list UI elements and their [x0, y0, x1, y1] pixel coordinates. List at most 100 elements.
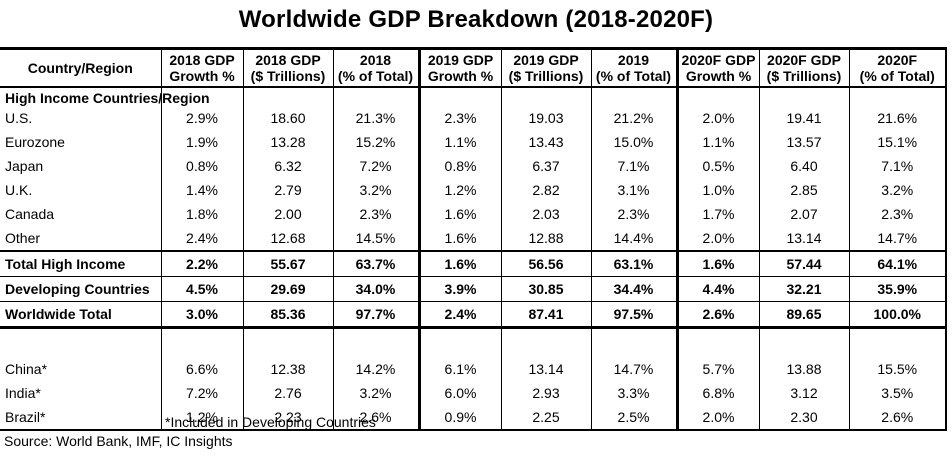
table-cell: 13.43	[500, 130, 591, 154]
table-cell: 64.1%	[848, 250, 947, 277]
table-cell: 30.85	[500, 276, 591, 302]
table-cell: 13.57	[758, 130, 849, 154]
row-label: Brazil*	[0, 405, 161, 431]
table-cell: 19.03	[500, 106, 591, 130]
table-cell: 2.6%	[848, 405, 947, 431]
header-line: (% of Total)	[859, 68, 935, 84]
table-cell: 2.0%	[675, 226, 759, 251]
row-label: Canada	[5, 206, 55, 222]
table-row: U.K. 1.4% 2.79 3.2% 1.2% 2.82 3.1% 1.0% 2.85 3.2%	[0, 178, 947, 202]
column-header: 2020F (% of Total)	[848, 47, 947, 88]
table-cell: 87.41	[500, 301, 591, 329]
header-line: 2019	[617, 52, 650, 68]
table-cell: 2.3%	[332, 202, 419, 226]
table-cell: 21.6%	[848, 106, 947, 130]
header-line: 2020F	[877, 52, 918, 68]
table-cell: 32.21	[758, 276, 849, 302]
header-line: 2018 GDP	[169, 52, 235, 68]
empty-cell	[590, 326, 677, 357]
table-cell: 21.3%	[332, 106, 419, 130]
empty-cell	[242, 326, 333, 357]
table-cell: 2.3%	[848, 202, 947, 226]
column-header: 2019 (% of Total)	[590, 47, 677, 88]
table-cell: 2.4%	[417, 301, 501, 329]
table-cell: 3.1%	[590, 178, 677, 202]
source-note: Source: World Bank, IMF, IC Insights	[4, 433, 233, 449]
table-title: Worldwide GDP Breakdown (2018-2020F)	[238, 6, 714, 33]
table-row: China* 6.6% 12.38 14.2% 6.1% 13.14 14.7% 5.7% 13…	[0, 357, 947, 381]
table-cell: 15.0%	[590, 130, 677, 154]
table-cell: 1.1%	[675, 130, 759, 154]
table-cell: 13.14	[758, 226, 849, 251]
table-cell: 63.7%	[332, 250, 419, 277]
header-line: ($ Trillions)	[508, 68, 584, 84]
column-header: 2020F GDP Growth %	[675, 47, 759, 88]
row-label: U.S.	[5, 110, 33, 126]
row-label: India*	[5, 385, 41, 401]
table-row: Other 2.4% 12.68 14.5% 1.6% 12.88 14.4% 2.0% 13.…	[0, 226, 947, 251]
table-cell: 2.0%	[675, 106, 759, 130]
empty-cell	[500, 326, 591, 357]
column-header: 2018 (% of Total)	[332, 47, 419, 88]
table-cell: 6.32	[242, 154, 333, 178]
table-cell: 3.0%	[160, 301, 243, 329]
table-cell: 14.5%	[332, 226, 419, 251]
table-cell: 0.8%	[417, 154, 501, 178]
table-cell: 15.1%	[848, 130, 947, 154]
table-row: Brazil* 1.2% 2.23 2.6% 0.9% 2.25 2.5% 2.0% 2.30 2…	[0, 405, 947, 431]
table-cell: 2.07	[758, 202, 849, 226]
column-header: 2019 GDP Growth %	[417, 47, 501, 88]
table-cell: 2.9%	[160, 106, 243, 130]
table-cell: 1.2%	[417, 178, 501, 202]
total-high-income-row: Total High Income 2.2% 55.67 63.7% 1.6% 56.56…	[0, 250, 947, 277]
table-cell: 21.2%	[590, 106, 677, 130]
table-row: U.S. 2.9% 18.60 21.3% 2.3% 19.03 21.2% 2.0% 19.4…	[0, 106, 947, 130]
table-cell: 2.03	[500, 202, 591, 226]
header-line: ($ Trillions)	[250, 68, 326, 84]
worldwide-total-row: Worldwide Total 3.0% 85.36 97.7% 2.4% 87.41 97…	[0, 301, 947, 329]
column-header: 2018 GDP ($ Trillions)	[242, 47, 333, 88]
empty-cell	[758, 87, 849, 106]
header-row: Country/Region 2018 GDP Growth % 2018 GDP ($…	[0, 47, 947, 88]
table-cell: 12.68	[242, 226, 333, 251]
table-cell: 2.4%	[160, 226, 243, 251]
table-cell: 1.2%	[160, 405, 243, 431]
empty-cell	[500, 87, 591, 106]
empty-cell	[417, 326, 501, 357]
table-cell: 3.2%	[332, 178, 419, 202]
table-cell: 2.00	[242, 202, 333, 226]
table-cell: 12.38	[242, 357, 333, 381]
header-line: Country/Region	[27, 60, 133, 76]
table-cell: 2.2%	[160, 250, 243, 277]
header-line: 2020F GDP	[681, 52, 756, 68]
table-cell: 1.7%	[675, 202, 759, 226]
table-cell: 7.1%	[590, 154, 677, 178]
column-header: Country/Region	[0, 47, 161, 88]
table-cell: 56.56	[500, 250, 591, 277]
empty-cell	[590, 87, 677, 106]
spacer-row	[0, 326, 947, 357]
header-line: 2019 GDP	[427, 52, 494, 68]
table-cell: 3.2%	[848, 178, 947, 202]
table-cell: 15.5%	[848, 357, 947, 381]
table-cell: 2.25	[500, 405, 591, 431]
developing-row: Developing Countries 4.5% 29.69 34.0% 3.9% 30…	[0, 276, 947, 302]
header-line: 2020F GDP	[767, 52, 841, 68]
table-cell: 5.7%	[675, 357, 759, 381]
empty-cell	[332, 87, 419, 106]
row-label: China*	[5, 361, 48, 377]
empty-cell	[0, 326, 161, 357]
empty-cell	[675, 87, 759, 106]
header-line: (% of Total)	[337, 68, 414, 84]
table-row: Eurozone 1.9% 13.28 15.2% 1.1% 13.43 15.0% 1.1%…	[0, 130, 947, 154]
table-cell: 6.1%	[417, 357, 501, 381]
table-cell: 1.4%	[160, 178, 243, 202]
table-cell: 2.85	[758, 178, 849, 202]
table-cell: 3.12	[758, 381, 849, 405]
table-cell: 55.67	[242, 250, 333, 277]
table-cell: 57.44	[758, 250, 849, 277]
header-line: Growth %	[427, 68, 494, 84]
empty-cell	[242, 87, 333, 106]
header-line: 2019 GDP	[513, 52, 579, 68]
row-label: Developing Countries	[0, 276, 161, 302]
